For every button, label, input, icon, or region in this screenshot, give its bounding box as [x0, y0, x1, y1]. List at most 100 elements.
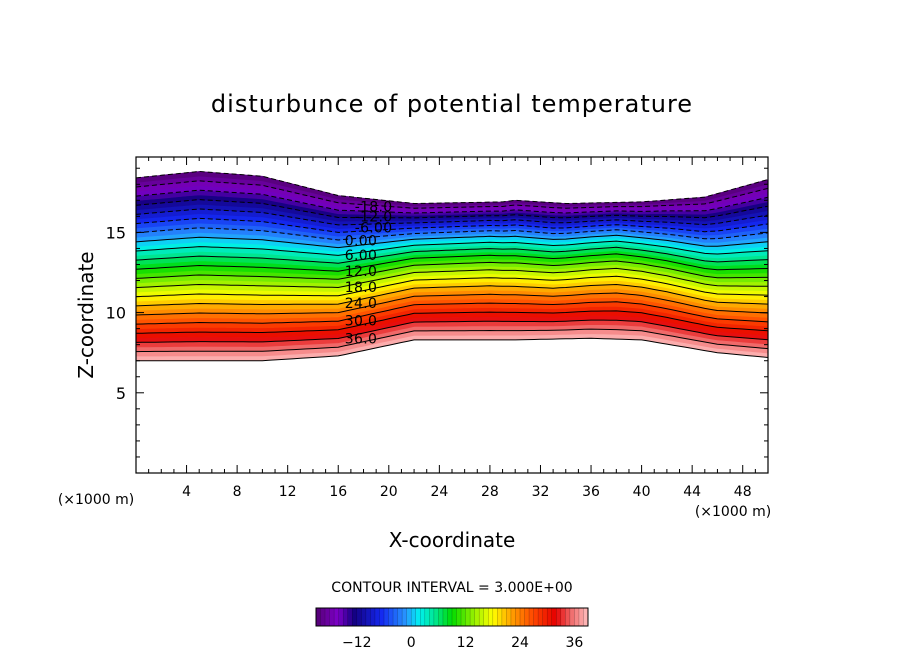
x-tick-label: 40	[633, 484, 651, 500]
contour-line	[136, 253, 768, 272]
colorbar-segment	[560, 608, 566, 626]
colorbar-segment	[497, 608, 503, 626]
colorbar-segment	[384, 608, 389, 626]
colorbar-frame	[315, 607, 589, 627]
contour-line	[136, 170, 768, 205]
colorbar-tick-label: 24	[511, 635, 529, 651]
contour-label: 18.0	[345, 280, 377, 296]
contour-line	[136, 240, 768, 256]
colorbar-segment	[470, 608, 475, 626]
colorbar-segment	[524, 608, 530, 626]
colorbar-segment	[447, 608, 453, 626]
y-unit-label: (×1000 m)	[58, 492, 134, 508]
colorbar-segment	[429, 608, 435, 626]
contour-label: 24.0	[345, 296, 377, 312]
colorbar-segment	[479, 608, 485, 626]
x-tick-label: 24	[430, 484, 448, 500]
colorbar-segment	[415, 608, 421, 626]
contour-line	[136, 301, 768, 325]
contour-label: -12.0	[355, 209, 393, 225]
x-tick-label: 36	[582, 484, 600, 500]
x-axis-label: X-coordinate	[389, 528, 516, 552]
colorbar	[315, 608, 589, 626]
colorbar-segment	[483, 608, 489, 626]
contour-label: 30.0	[345, 314, 377, 330]
x-unit-label: (×1000 m)	[695, 504, 771, 520]
colorbar-segment	[365, 608, 371, 626]
colorbar-tick-label: 12	[457, 635, 475, 651]
x-tick-label: 4	[182, 484, 191, 500]
colorbar-segment	[565, 608, 571, 626]
contour-label: 6.00	[345, 248, 377, 264]
colorbar-segment	[506, 608, 512, 626]
colorbar-segment	[402, 608, 407, 626]
colorbar-segment	[329, 608, 335, 626]
colorbar-segment	[515, 608, 521, 626]
contour-line	[136, 189, 768, 214]
contour-label: 36.0	[345, 331, 377, 347]
colorbar-segment	[361, 608, 367, 626]
colorbar-segment	[529, 608, 534, 626]
chart-title: disturbunce of potential temperature	[211, 90, 693, 118]
x-tick-label: 28	[481, 484, 499, 500]
colorbar-segment	[347, 608, 353, 626]
colorbar-segment	[510, 608, 516, 626]
colorbar-segment	[438, 608, 444, 626]
colorbar-tick-label: 0	[407, 635, 416, 651]
contour-line	[136, 267, 768, 289]
colorbar-segment	[393, 608, 398, 626]
contour-label: 0.00	[345, 233, 377, 249]
contour-line	[136, 234, 768, 249]
x-tick-label: 16	[329, 484, 347, 500]
y-tick-label: 5	[116, 384, 126, 403]
colorbar-segment	[411, 608, 417, 626]
contour-interval-label: CONTOUR INTERVAL = 3.000E+00	[331, 580, 572, 596]
colorbar-segment	[551, 608, 557, 626]
contour-line	[136, 180, 768, 209]
colorbar-tick-label: −12	[342, 635, 372, 651]
y-axis-ticks: 5 10 15	[106, 167, 768, 458]
y-tick-label: 10	[106, 304, 126, 323]
colorbar-segment	[388, 608, 394, 626]
colorbar-segment	[352, 608, 358, 626]
x-axis-ticks: 4 8 12 16 20 24 28 32 36 40 44 48	[148, 157, 756, 500]
contour-line	[136, 328, 768, 353]
contour-line	[136, 292, 768, 316]
colorbar-segment	[343, 608, 349, 626]
contour-label: -6.00	[355, 221, 393, 237]
contour-line	[136, 283, 768, 307]
x-tick-label: 48	[734, 484, 752, 500]
contour-line	[136, 310, 768, 334]
contour-line	[136, 319, 768, 343]
colorbar-segment	[424, 608, 430, 626]
contour-line	[136, 199, 768, 219]
contour-line	[136, 246, 768, 264]
colorbar-tick-label: 36	[565, 635, 583, 651]
colorbar-segment	[397, 608, 403, 626]
colorbar-segment	[533, 608, 539, 626]
colorbar-segment	[320, 608, 326, 626]
colorbar-segment	[338, 608, 344, 626]
contour-line	[136, 260, 768, 280]
colorbar-segment	[456, 608, 462, 626]
colorbar-segment	[583, 608, 589, 626]
colorbar-segment	[578, 608, 584, 626]
colorbar-segment	[374, 608, 380, 626]
colorbar-segment	[406, 608, 412, 626]
colorbar-segment	[538, 608, 543, 626]
contour-line	[136, 275, 768, 298]
y-axis-label: Z-coordinate	[74, 251, 98, 378]
colorbar-segment	[442, 608, 448, 626]
colorbar-segment	[356, 608, 362, 626]
colorbar-segment	[488, 608, 494, 626]
colorbar-segment	[542, 608, 548, 626]
contour-label: -18.0	[355, 200, 393, 216]
colorbar-segment	[452, 608, 457, 626]
contour-lines	[136, 170, 768, 362]
x-tick-label: 20	[380, 484, 398, 500]
x-tick-label: 32	[532, 484, 550, 500]
colorbar-segment	[501, 608, 507, 626]
colorbar-segment	[420, 608, 426, 626]
